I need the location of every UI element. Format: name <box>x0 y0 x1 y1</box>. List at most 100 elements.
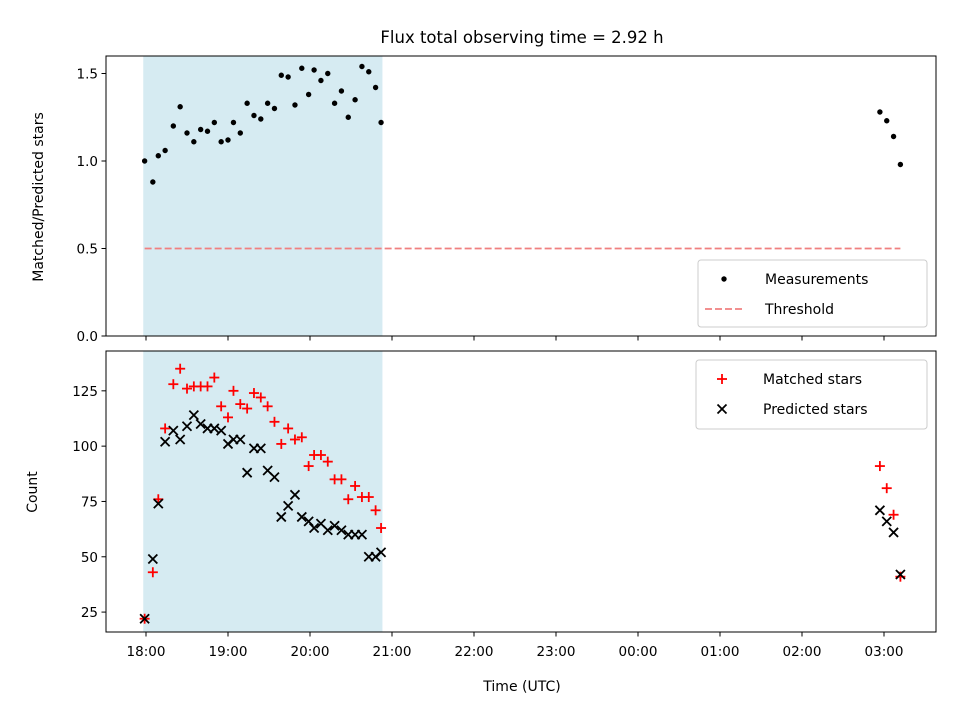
predicted-star-point <box>881 516 892 527</box>
measurement-point <box>184 130 190 136</box>
legend-label: Matched stars <box>763 372 862 388</box>
matched-star-point <box>350 480 361 491</box>
top-shaded-span <box>143 56 383 336</box>
measurement-point <box>366 69 372 75</box>
measurement-point <box>162 147 168 154</box>
matched-star-point <box>175 363 186 374</box>
matched-star-point <box>235 399 246 410</box>
matched-star-point <box>255 392 266 403</box>
matched-star-point <box>881 483 892 494</box>
predicted-star-point <box>188 410 199 421</box>
measurement-point <box>890 133 897 140</box>
measurement-point <box>331 100 338 106</box>
measurement-point <box>170 123 177 129</box>
matched-star-point <box>147 567 158 578</box>
measurement-point <box>325 70 331 77</box>
measurement-point <box>278 72 284 78</box>
legend-dot-icon <box>721 276 727 282</box>
predicted-star-point <box>308 522 320 534</box>
x-tick-label: 20:00 <box>291 644 330 660</box>
measurement-point <box>264 100 271 106</box>
measurement-point <box>258 116 264 122</box>
measurement-point <box>877 109 883 115</box>
x-tick-label: 03:00 <box>865 644 904 660</box>
measurement-point <box>359 63 365 70</box>
matched-star-point <box>269 416 280 427</box>
matched-star-point <box>296 432 307 443</box>
predicted-star-point <box>181 421 193 432</box>
matched-star-point <box>228 385 239 396</box>
measurement-point <box>292 102 298 108</box>
x-tick-label: 19:00 <box>209 644 248 660</box>
matched-star-point <box>376 523 387 534</box>
measurement-point <box>897 161 904 168</box>
matched-star-point <box>160 423 171 434</box>
legend-label: Predicted stars <box>763 402 868 418</box>
measurement-point <box>218 139 224 145</box>
top-y-axis-label: Matched/Predicted stars <box>31 112 47 282</box>
measurement-point <box>318 77 324 84</box>
x-tick-label: 21:00 <box>373 644 412 660</box>
x-tick-label: 00:00 <box>619 644 658 660</box>
matched-star-point <box>315 449 326 460</box>
predicted-star-point <box>147 553 158 565</box>
x-tick-label: 02:00 <box>783 644 822 660</box>
matched-star-point <box>289 434 300 445</box>
matched-star-point <box>223 412 233 423</box>
matched-star-point <box>283 423 294 434</box>
measurement-point <box>285 74 291 80</box>
legend-x-icon <box>716 403 728 415</box>
chart-title: Flux total observing time = 2.92 h <box>380 28 663 47</box>
predicted-star-point <box>375 547 387 558</box>
bottom-y-tick-label: 75 <box>81 494 98 510</box>
predicted-star-point <box>216 425 227 436</box>
bottom-y-tick-label: 125 <box>72 384 98 400</box>
measurement-point <box>141 158 148 164</box>
measurement-point <box>884 118 890 124</box>
matched-star-point <box>874 461 885 472</box>
measurement-point <box>211 119 218 126</box>
legend-label: Threshold <box>764 302 834 318</box>
measurement-point <box>378 119 384 126</box>
predicted-star-point <box>209 423 220 434</box>
measurement-point <box>191 139 197 145</box>
predicted-star-point <box>356 529 368 540</box>
bottom-panel: 18:00 19:00 20:00 21:00 22:00 23:00 00:00 01:00… <box>72 350 937 660</box>
predicted-star-point <box>159 436 171 447</box>
measurement-point <box>352 97 358 103</box>
matched-star-point <box>322 456 333 467</box>
bottom-axes-frame <box>105 350 937 633</box>
measurement-point <box>230 119 237 126</box>
x-axis-label: Time (UTC) <box>482 679 560 695</box>
measurement-point <box>372 84 379 91</box>
bottom-y-axis-label: Count <box>25 471 41 513</box>
measurement-point <box>177 104 183 110</box>
predicted-star-point <box>336 525 347 536</box>
matched-star-point <box>343 494 354 505</box>
matched-star-point <box>182 383 192 394</box>
top-y-tick-label: 0.0 <box>77 329 98 345</box>
bottom-y-tick-label: 50 <box>81 550 98 566</box>
predicted-star-point <box>168 425 179 436</box>
predicted-star-point <box>874 505 886 516</box>
matched-star-point <box>303 461 314 472</box>
matched-star-point <box>363 492 374 503</box>
measurement-point <box>271 105 278 112</box>
matched-star-point <box>216 401 227 412</box>
x-tick-label: 18:00 <box>127 644 166 660</box>
top-y-tick-label: 1.0 <box>77 154 98 170</box>
predicted-star-point <box>269 471 280 483</box>
predicted-star-point <box>175 434 186 445</box>
top-panel: 0.0 0.5 1.0 1.5 Measurements Threshold <box>77 55 937 345</box>
measurement-point <box>305 91 312 98</box>
predicted-star-point <box>289 489 301 500</box>
measurement-point <box>345 114 351 120</box>
bottom-shaded-span <box>143 351 383 632</box>
legend-label: Measurements <box>765 272 868 288</box>
measurement-point <box>155 153 161 159</box>
predicted-star-point <box>322 525 333 536</box>
predicted-star-point <box>255 443 266 454</box>
measurement-point <box>237 130 243 136</box>
predicted-star-point <box>329 520 340 531</box>
